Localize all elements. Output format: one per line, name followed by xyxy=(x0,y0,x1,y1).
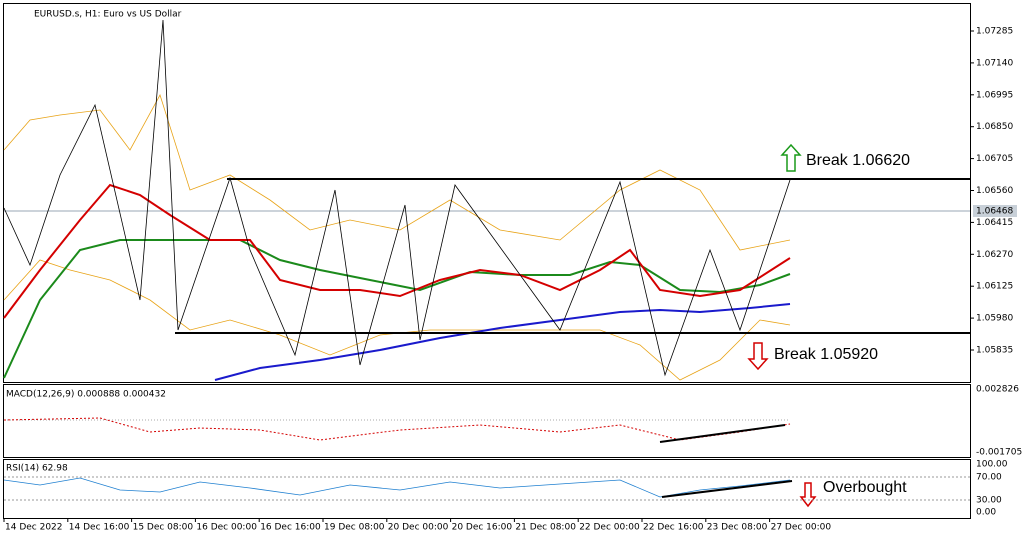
price-label: 1.06560 xyxy=(976,186,1013,196)
date-label: 21 Dec 08:00 xyxy=(515,523,576,533)
down-arrow xyxy=(747,342,769,371)
date-label: 14 Dec 16:00 xyxy=(69,523,130,533)
price-label: 1.07285 xyxy=(976,27,1013,37)
current-price: 1.06468 xyxy=(976,207,1013,217)
chart-title: EURUSD.s, H1: Euro vs US Dollar xyxy=(34,10,182,20)
price-label: 1.05835 xyxy=(976,346,1013,356)
date-label: 22 Dec 16:00 xyxy=(643,523,704,533)
rsi-axis-label: 30.00 xyxy=(976,496,1002,506)
rsi-panel xyxy=(3,459,971,519)
rsi-label: RSI(14) 62.98 xyxy=(6,464,68,474)
annotation: Break 1.05920 xyxy=(774,346,878,363)
up-arrow xyxy=(780,143,802,172)
main-panel xyxy=(3,3,971,383)
macd-panel xyxy=(3,384,971,458)
rsi-axis-label: 70.00 xyxy=(976,473,1002,483)
rsi-trendline xyxy=(661,480,793,498)
date-label: 20 Dec 16:00 xyxy=(452,523,513,533)
price-label: 1.05980 xyxy=(976,314,1013,324)
date-label: 14 Dec 2022 xyxy=(5,523,63,533)
price-label: 1.06995 xyxy=(976,90,1013,100)
date-label: 27 Dec 00:00 xyxy=(771,523,832,533)
date-label: 22 Dec 00:00 xyxy=(579,523,640,533)
panels xyxy=(3,3,971,519)
price-label: 1.06270 xyxy=(976,250,1013,260)
annotation: Break 1.06620 xyxy=(806,152,910,169)
macd-trendline xyxy=(659,424,786,443)
bollinger-lower xyxy=(3,259,791,381)
ma-slow xyxy=(214,303,791,381)
rsi-axis-label: 0.00 xyxy=(976,508,996,518)
date-label: 15 Dec 08:00 xyxy=(133,523,194,533)
price-zigzag xyxy=(3,19,791,377)
rsi-axis-label: 100.00 xyxy=(976,460,1008,470)
macd-label: MACD(12,26,9) 0.000888 0.000432 xyxy=(6,390,166,400)
date-label: 16 Dec 00:00 xyxy=(196,523,257,533)
macd-axis-label: 0.002826 xyxy=(976,385,1019,395)
bollinger-upper xyxy=(3,93,791,251)
date-label: 23 Dec 08:00 xyxy=(707,523,768,533)
date-label: 20 Dec 00:00 xyxy=(388,523,449,533)
price-label: 1.06705 xyxy=(976,154,1013,164)
price-label: 1.07140 xyxy=(976,58,1013,68)
date-label: 16 Dec 16:00 xyxy=(260,523,321,533)
price-label: 1.06850 xyxy=(976,122,1013,132)
current-price-box xyxy=(973,205,1017,217)
price-label: 1.06125 xyxy=(976,282,1013,292)
annotation: Overbought xyxy=(823,479,907,496)
date-label: 19 Dec 08:00 xyxy=(324,523,385,533)
price-label: 1.06415 xyxy=(976,218,1013,228)
ma-mid xyxy=(3,239,791,379)
macd-axis-label: -0.001705 xyxy=(976,448,1022,458)
